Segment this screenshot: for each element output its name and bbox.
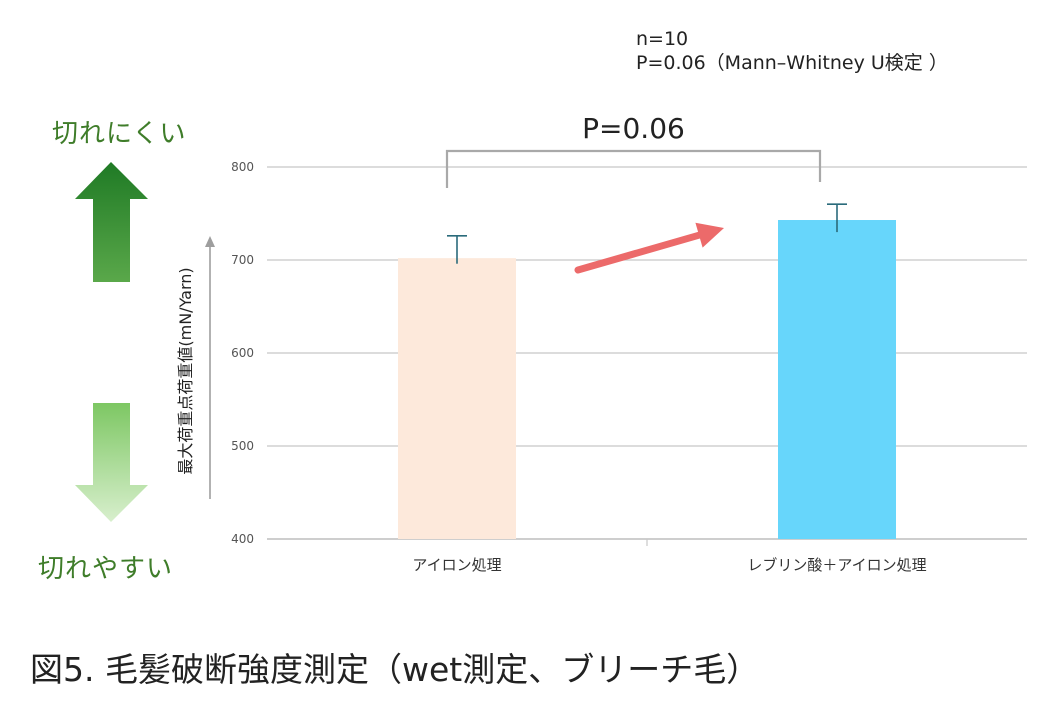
significance-bracket: P=0.06: [445, 112, 822, 188]
y-axis-label: 最大荷重点荷重値(mN/Yarn): [176, 267, 195, 474]
bars: [398, 220, 896, 539]
figure-caption: 図5. 毛髪破断強度測定（wet測定、ブリーチ毛）: [30, 650, 760, 689]
trend-arrow-shaft: [574, 231, 703, 274]
x-tick-label: アイロン処理: [412, 556, 501, 574]
grid-lines: [267, 166, 1027, 546]
strength-indicators: [75, 162, 148, 522]
error-bars: [447, 203, 847, 264]
y-ticks: 400 500 600 700 800: [231, 160, 254, 546]
trend-arrow-head: [695, 222, 724, 248]
x-tick-labels: アイロン処理 レブリン酸＋アイロン処理: [412, 556, 926, 574]
y-tick-label: 800: [231, 160, 254, 174]
y-axis-label-group: 最大荷重点荷重値(mN/Yarn): [176, 236, 215, 499]
resistant-label: 切れにくい: [52, 119, 187, 149]
y-tick-label: 700: [231, 253, 254, 267]
bar-1: [398, 258, 516, 539]
trend-arrow: [574, 222, 724, 274]
down-arrow-icon: [75, 403, 148, 522]
y-tick-label: 600: [231, 346, 254, 360]
sample-size-note: n=10: [636, 28, 689, 50]
up-arrow-icon: [75, 162, 148, 282]
bar-2: [778, 220, 896, 539]
y-axis-arrow-head: [205, 236, 215, 247]
fragile-label: 切れやすい: [38, 554, 174, 584]
y-tick-label: 500: [231, 439, 254, 453]
test-method-note: P=0.06（Mann–Whitney U検定 ）: [636, 52, 948, 74]
significance-bracket-line: [445, 149, 822, 188]
significance-label: P=0.06: [582, 112, 685, 145]
x-tick-label: レブリン酸＋アイロン処理: [747, 556, 926, 574]
y-tick-label: 400: [231, 532, 254, 546]
